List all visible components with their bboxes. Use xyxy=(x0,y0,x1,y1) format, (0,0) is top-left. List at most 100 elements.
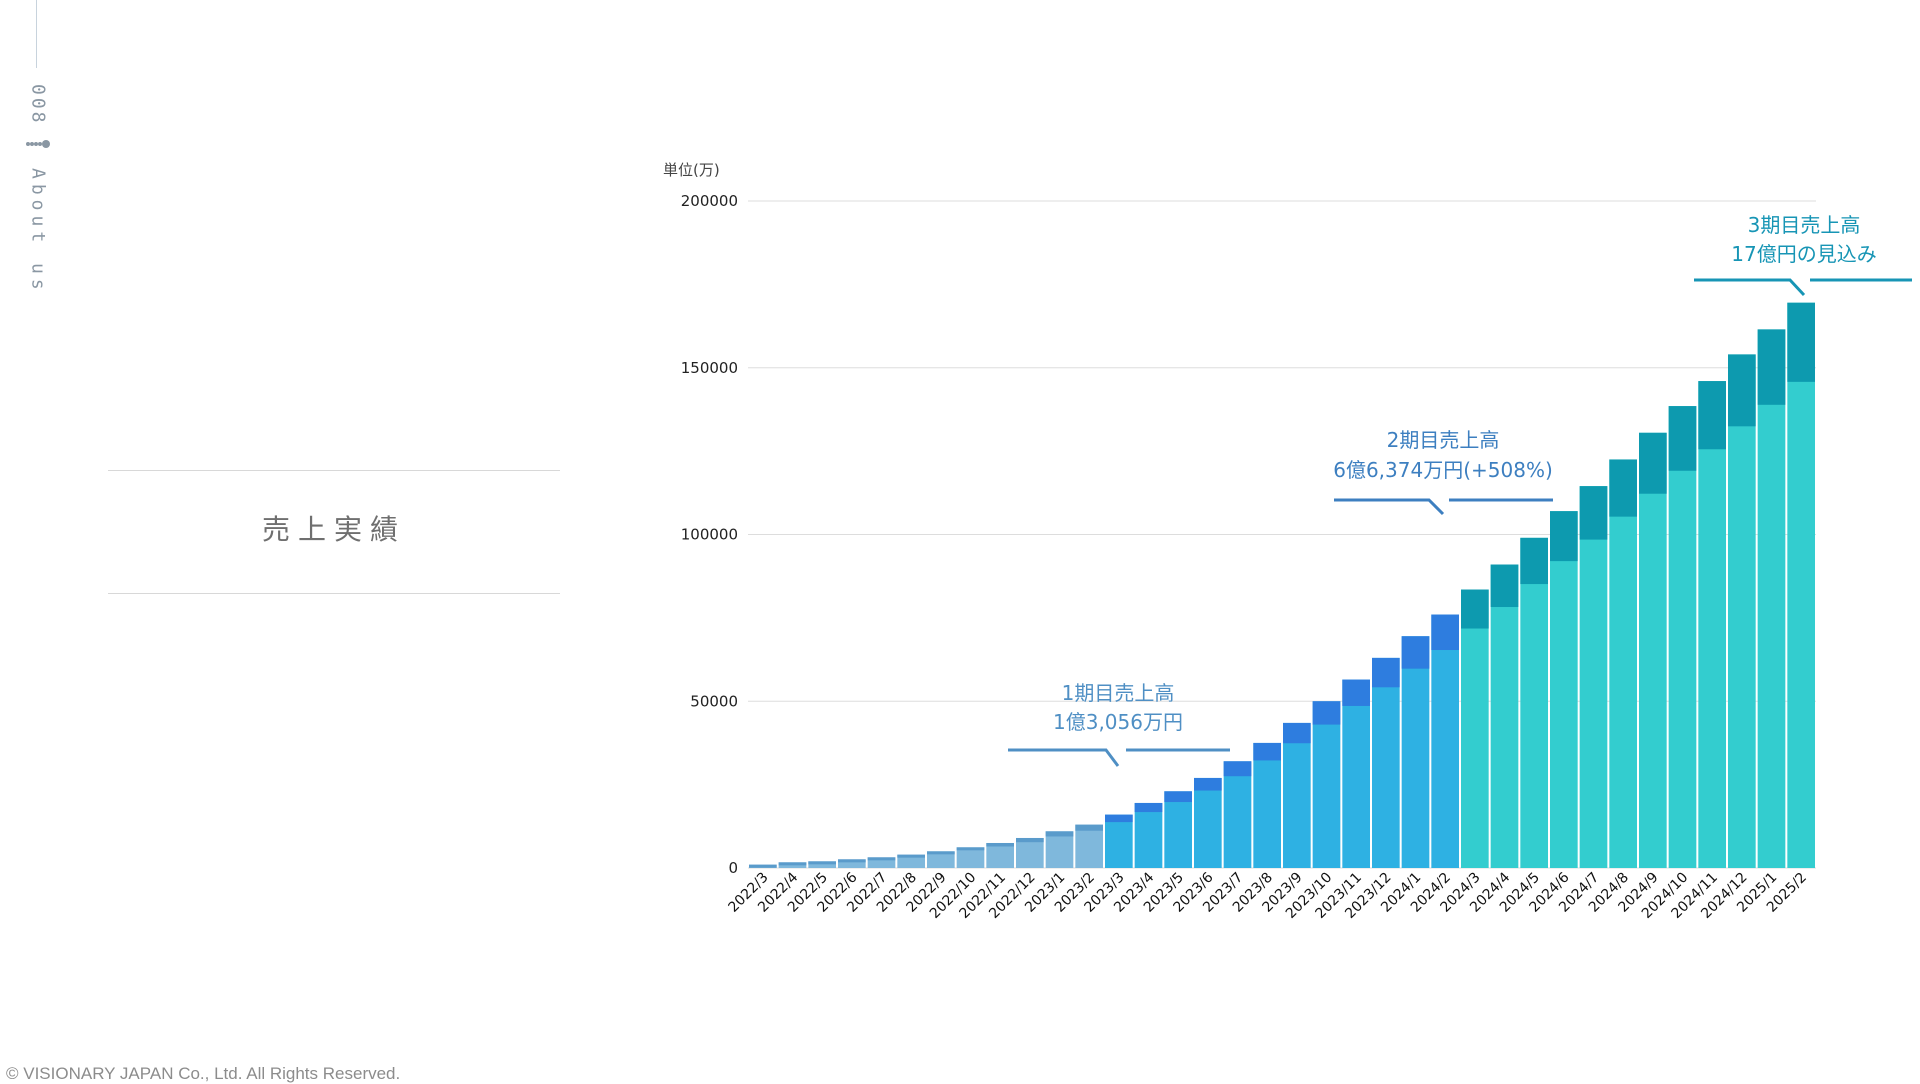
page-dot xyxy=(38,141,42,146)
bar xyxy=(1431,614,1459,868)
bar-cap xyxy=(749,864,777,868)
bar xyxy=(1579,486,1608,868)
bar xyxy=(1312,701,1341,868)
bar xyxy=(1372,657,1400,868)
bar xyxy=(956,847,985,868)
bar-cap xyxy=(867,857,896,861)
bar-cap xyxy=(986,842,1014,847)
bar xyxy=(1194,777,1222,868)
y-tick-label: 100000 xyxy=(681,526,738,544)
bar xyxy=(897,854,925,868)
title-bottom-rule xyxy=(108,593,560,594)
page-dot xyxy=(30,141,34,146)
bar-cap xyxy=(1134,802,1163,813)
bar-cap xyxy=(1372,657,1400,688)
bar xyxy=(1253,742,1281,868)
section-label: About us xyxy=(27,167,49,295)
annotation-pointer xyxy=(1334,498,1445,516)
bar xyxy=(867,857,896,868)
page-dots xyxy=(26,134,50,154)
bar xyxy=(927,851,955,868)
annotation-pointer xyxy=(1694,278,1806,297)
bar-cap xyxy=(1105,814,1133,823)
bar xyxy=(1164,791,1192,868)
bar-cap xyxy=(838,859,866,863)
bar xyxy=(1342,679,1370,868)
bar-cap xyxy=(1461,589,1489,629)
annotation-title: 2期目売上高 xyxy=(1387,428,1500,452)
bar xyxy=(1668,406,1697,868)
page-dot-current xyxy=(42,139,50,148)
title-top-rule xyxy=(108,470,560,471)
bar xyxy=(838,859,866,868)
bar-cap xyxy=(1668,406,1697,471)
bar-cap xyxy=(1401,636,1430,669)
bar-cap xyxy=(1283,722,1311,744)
y-tick-label: 200000 xyxy=(681,192,738,210)
bar xyxy=(1787,302,1815,868)
bar xyxy=(1401,636,1430,868)
bar xyxy=(1490,564,1519,868)
bar xyxy=(1520,537,1548,868)
bar-cap xyxy=(1075,824,1103,831)
bar xyxy=(1609,459,1637,868)
bar xyxy=(1728,354,1756,868)
bar-cap xyxy=(1757,329,1786,405)
bar-cap xyxy=(1342,679,1370,706)
bar-cap xyxy=(1698,381,1726,450)
bar-cap xyxy=(1016,837,1044,843)
bar xyxy=(1461,589,1489,868)
bar xyxy=(1550,511,1578,868)
bar-cap xyxy=(1728,354,1756,427)
bar-cap xyxy=(1490,564,1519,608)
bar xyxy=(808,861,836,868)
annotation-title: 3期目売上高 xyxy=(1748,213,1861,237)
annotation-value: 1億3,056万円 xyxy=(1053,710,1183,734)
bar-cap xyxy=(1194,777,1222,791)
bar xyxy=(1698,381,1726,868)
bar-cap xyxy=(956,847,985,851)
bar xyxy=(986,842,1014,868)
page-number: 008 xyxy=(27,84,49,126)
bar-cap xyxy=(927,851,955,855)
bar-cap xyxy=(1223,761,1252,777)
y-tick-label: 0 xyxy=(728,859,738,877)
side-page-indicator: 008 About us xyxy=(26,84,50,294)
bar-cap xyxy=(1312,701,1341,725)
copyright: © VISIONARY JAPAN Co., Ltd. All Rights R… xyxy=(6,1064,401,1083)
bar xyxy=(1105,814,1133,868)
bar xyxy=(1045,831,1074,868)
bar-cap xyxy=(1639,432,1667,494)
bar-cap xyxy=(1520,537,1548,585)
bar xyxy=(1639,432,1667,868)
bar-cap xyxy=(1609,459,1637,517)
bar-cap xyxy=(1787,302,1815,382)
bar xyxy=(1223,761,1252,868)
bar xyxy=(1075,824,1103,868)
annotation-pointer xyxy=(1008,748,1120,767)
annotation-title: 1期目売上高 xyxy=(1062,681,1175,705)
page-title: 売上実績 xyxy=(261,513,406,546)
bar-cap xyxy=(1431,614,1459,651)
bar xyxy=(1134,802,1163,868)
bar-cap xyxy=(897,854,925,858)
bar-cap xyxy=(1579,486,1608,540)
bar xyxy=(1283,722,1311,868)
page-dot xyxy=(26,141,30,146)
bar xyxy=(1757,329,1786,869)
annotation-value: 17億円の見込み xyxy=(1731,242,1876,266)
bar-cap xyxy=(1164,791,1192,803)
unit-label: 単位(万) xyxy=(663,161,720,179)
y-tick-label: 50000 xyxy=(690,692,738,710)
page-dot xyxy=(34,141,38,146)
bar xyxy=(1016,837,1044,868)
y-tick-label: 150000 xyxy=(681,359,738,377)
bar-cap xyxy=(808,861,836,865)
bar-cap xyxy=(1045,831,1074,837)
annotation-value: 6億6,374万円(+508%) xyxy=(1333,458,1553,482)
bar-cap xyxy=(1253,742,1281,761)
side-vertical-line xyxy=(36,0,37,68)
bar-cap xyxy=(1550,511,1578,562)
bar-cap xyxy=(778,862,807,866)
